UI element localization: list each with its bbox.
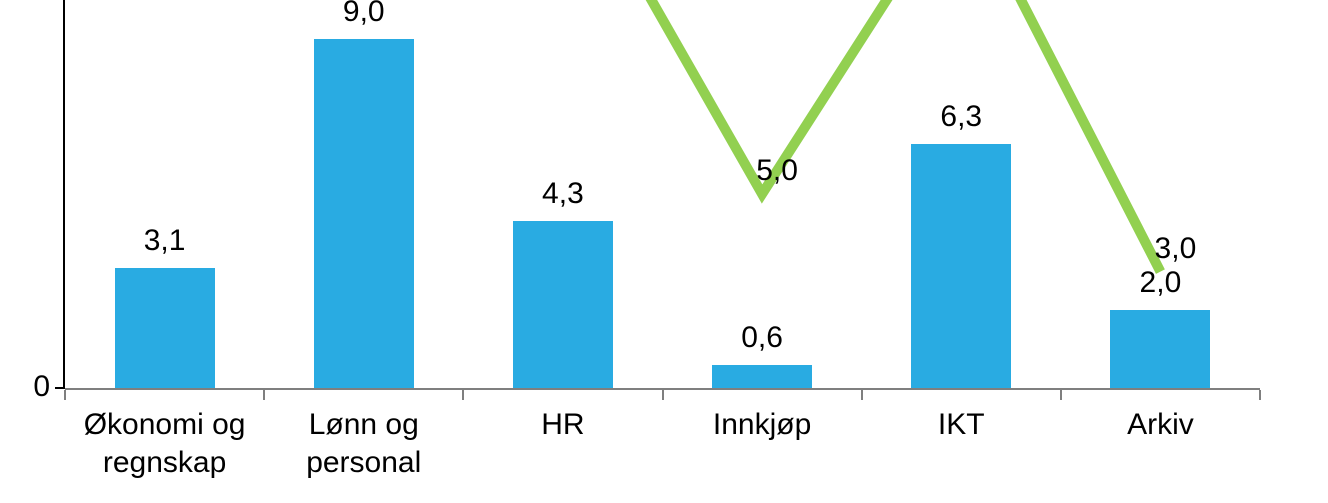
bar-label-1: 9,0 (304, 0, 424, 29)
bar-2 (513, 221, 613, 388)
category-label-4: IKT (867, 406, 1056, 444)
category-label-5: Arkiv (1066, 406, 1255, 444)
x-axis-tick-0 (64, 390, 66, 400)
y-axis-tick-label-0: 0 (10, 370, 50, 404)
bar-label-2: 4,3 (503, 177, 623, 211)
bar-3 (712, 365, 812, 388)
x-axis-tick-3 (662, 390, 664, 400)
category-label-0: Økonomi og regnskap (70, 406, 259, 481)
line-polyline (563, 0, 1161, 272)
category-label-3: Innkjøp (668, 406, 857, 444)
x-axis-tick-2 (462, 390, 464, 400)
line-label-3: 3,0 (1115, 232, 1235, 266)
bar-label-3: 0,6 (702, 321, 822, 355)
x-axis-tick-1 (263, 390, 265, 400)
y-axis-tick-0 (55, 387, 65, 389)
x-axis-tick-4 (861, 390, 863, 400)
bar-label-0: 3,1 (105, 224, 225, 258)
chart-container: 0 3,1 Økonomi og regnskap 9,0 Lønn og perso… (0, 0, 1328, 503)
plot-area (65, 0, 1260, 388)
bar-0 (115, 268, 215, 388)
line-series (65, 0, 1260, 388)
line-label-1: 5,0 (717, 154, 837, 188)
bar-4 (911, 144, 1011, 388)
bar-label-5: 2,0 (1100, 266, 1220, 300)
x-axis-tick-6 (1259, 390, 1261, 400)
bar-label-4: 6,3 (901, 100, 1021, 134)
x-axis-tick-5 (1060, 390, 1062, 400)
bar-5 (1110, 310, 1210, 388)
bar-1 (314, 39, 414, 388)
category-label-1: Lønn og personal (269, 406, 458, 481)
category-label-2: HR (468, 406, 657, 444)
